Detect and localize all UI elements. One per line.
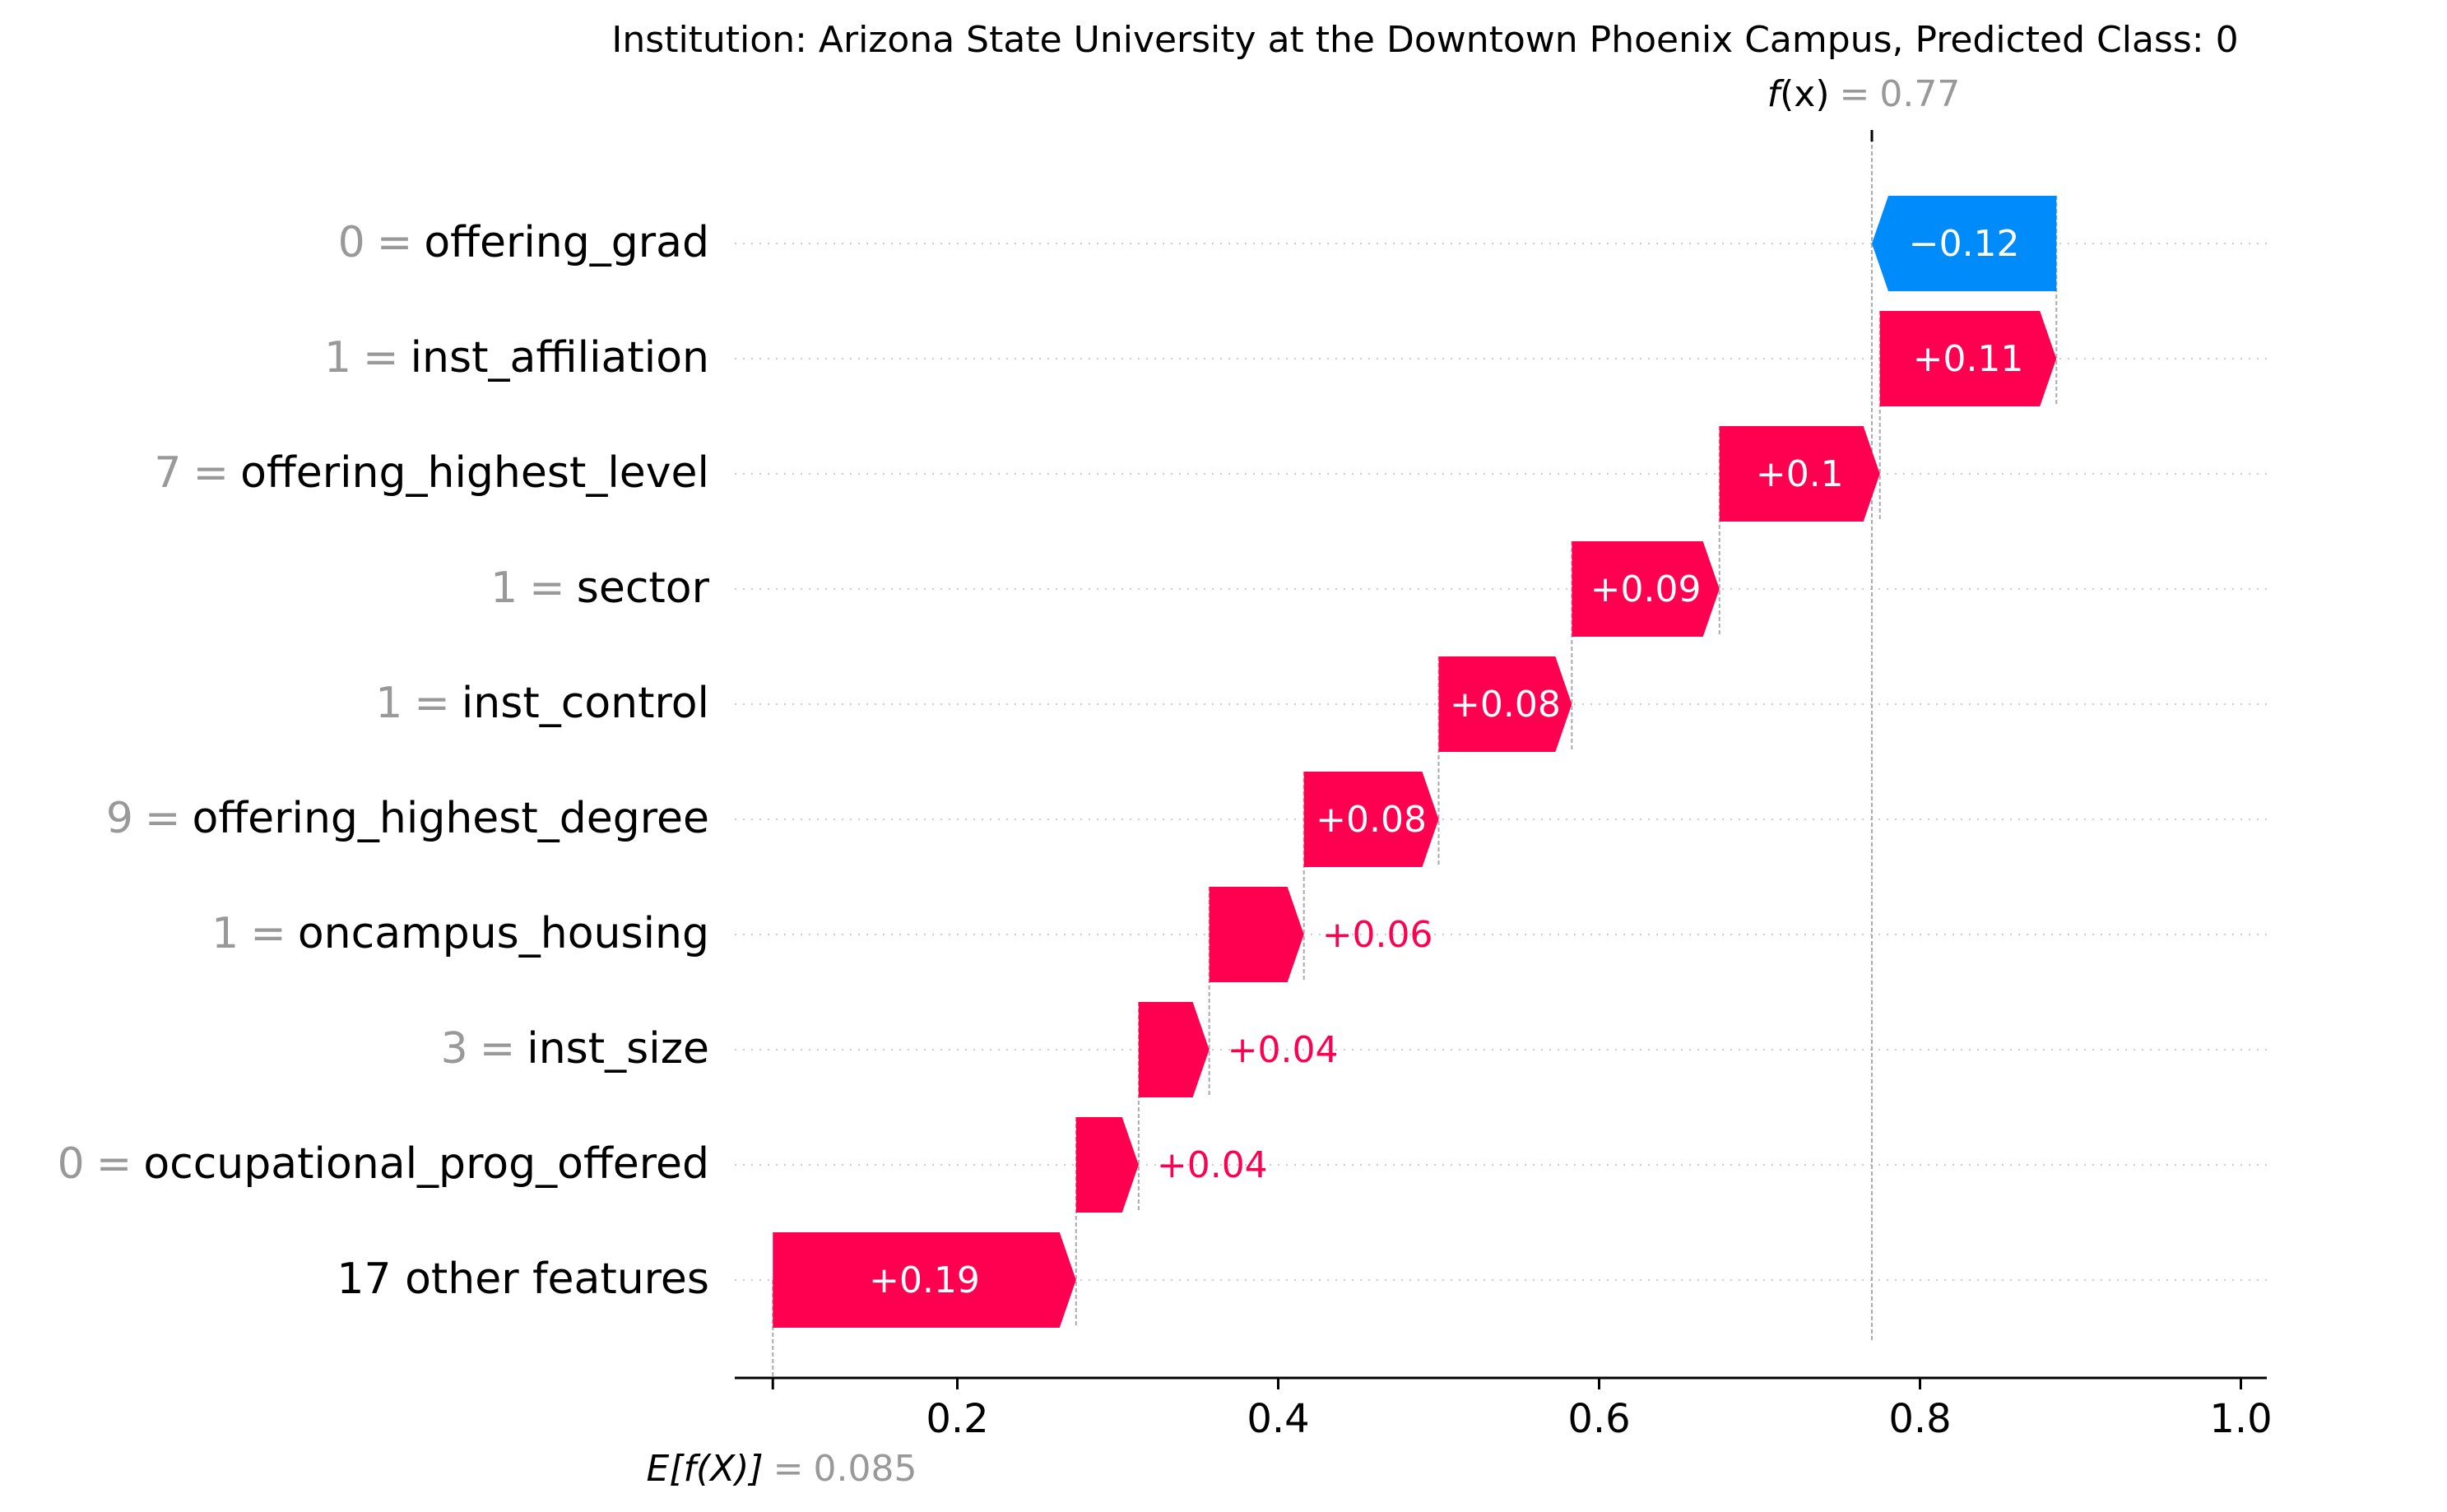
feature-equals: = — [414, 679, 450, 728]
feature-name: offering_highest_degree — [193, 794, 710, 843]
positive-contribution-bar — [1075, 1117, 1139, 1213]
x-tick-label: 1.0 — [2209, 1396, 2272, 1442]
feature-name: inst_size — [527, 1024, 709, 1074]
contribution-label: −0.12 — [1909, 223, 2020, 265]
feature-value: 1 — [324, 333, 351, 383]
positive-contribution-bar — [773, 1232, 1076, 1328]
feature-value: 1 — [490, 564, 518, 613]
contribution-label: +0.04 — [1157, 1144, 1268, 1186]
negative-contribution-bar — [1872, 196, 2057, 291]
feature-equals: = — [377, 218, 413, 267]
feature-label: 0 = offering_grad — [338, 218, 709, 267]
efx-value: 0.085 — [814, 1448, 917, 1490]
feature-label: 9 = offering_highest_degree — [106, 794, 709, 843]
positive-contribution-bar — [1303, 772, 1439, 867]
feature-name: inst_control — [462, 679, 709, 728]
x-tick-label: 0.8 — [1888, 1396, 1951, 1442]
feature-equals: = — [529, 564, 565, 613]
x-tick-label: 0.4 — [1247, 1396, 1309, 1442]
positive-contribution-bar — [1209, 887, 1304, 982]
chart-title: Institution: Arizona State University at… — [611, 19, 2238, 61]
feature-name: inst_affiliation — [411, 333, 709, 383]
positive-contribution-bar — [1572, 541, 1720, 637]
feature-label: 17 other features — [337, 1255, 709, 1304]
feature-value: 9 — [106, 794, 133, 843]
feature-value: 3 — [441, 1024, 468, 1074]
feature-name: oncampus_housing — [298, 909, 709, 958]
contribution-label: +0.08 — [1316, 799, 1427, 841]
x-axis: 0.2 0.4 0.6 0.8 1.0 — [735, 1376, 2273, 1442]
fx-x: (x) — [1780, 73, 1829, 115]
contribution-label: +0.19 — [869, 1259, 980, 1301]
feature-equals: = — [145, 794, 181, 843]
fx-value: 0.77 — [1879, 73, 1960, 115]
positive-contribution-bar — [1719, 426, 1880, 522]
x-tick-label: 0.6 — [1567, 1396, 1630, 1442]
connector-layer — [772, 130, 2058, 1378]
efx-name: E[f(X)] — [647, 1448, 764, 1490]
feature-label: 1 = inst_affiliation — [324, 333, 709, 383]
feature-equals: = — [480, 1024, 516, 1074]
bar-layer: −0.12 +0.11 +0.1 +0.09 +0.08 +0.08 +0.06 +0.04 +… — [773, 196, 2057, 1328]
feature-label: 1 = sector — [490, 564, 710, 613]
feature-label: 7 = offering_highest_level — [154, 448, 709, 498]
feature-equals: = — [193, 448, 230, 498]
feature-name: occupational_prog_offered — [143, 1139, 709, 1189]
contribution-label: +0.11 — [1913, 338, 2024, 380]
efx-label: E[f(X)] = 0.085 — [647, 1448, 917, 1490]
positive-contribution-bar — [1138, 1002, 1210, 1097]
contribution-label: +0.08 — [1450, 684, 1561, 726]
contribution-label: +0.09 — [1590, 568, 1702, 610]
contribution-label: +0.1 — [1756, 453, 1844, 495]
feature-value: 1 — [211, 909, 239, 958]
efx-equals: = — [773, 1448, 804, 1490]
feature-label: 1 = inst_control — [375, 679, 709, 728]
feature-value: 1 — [375, 679, 402, 728]
positive-contribution-bar — [1879, 311, 2057, 406]
feature-equals: = — [363, 333, 399, 383]
positive-contribution-bar — [1438, 656, 1572, 752]
contribution-label: +0.06 — [1322, 914, 1433, 956]
fx-label: f(x) = 0.77 — [1767, 73, 1961, 115]
feature-value: 7 — [154, 448, 181, 498]
contribution-label: +0.04 — [1228, 1029, 1339, 1071]
feature-value: 0 — [58, 1139, 85, 1189]
feature-equals: = — [96, 1139, 132, 1189]
fx-equals: = — [1840, 73, 1870, 115]
feature-name: offering_highest_level — [240, 448, 709, 498]
feature-label: 3 = inst_size — [441, 1024, 709, 1074]
feature-value: 0 — [338, 218, 365, 267]
feature-label: 1 = oncampus_housing — [211, 909, 709, 958]
feature-name: sector — [577, 564, 710, 613]
feature-equals: = — [250, 909, 286, 958]
feature-name: offering_grad — [424, 218, 709, 267]
x-tick-label: 0.2 — [926, 1396, 988, 1442]
feature-name: 17 other features — [337, 1255, 709, 1304]
feature-label: 0 = occupational_prog_offered — [58, 1139, 709, 1189]
